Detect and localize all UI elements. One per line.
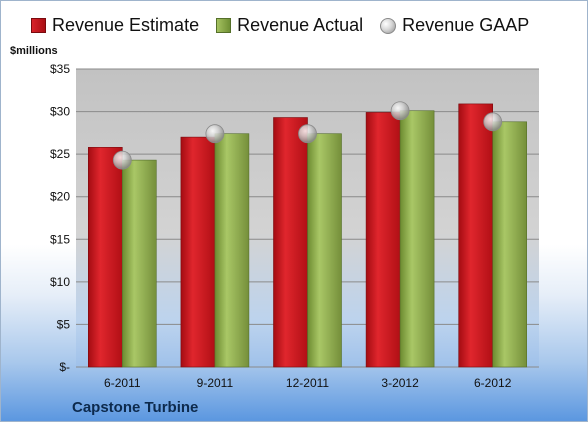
bar-revenue-estimate — [273, 117, 308, 368]
gaap-markers — [112, 101, 503, 170]
bar-revenue-actual — [307, 133, 342, 368]
legend-item-revenue-actual: Revenue Actual — [216, 15, 363, 36]
y-axis-ticks: $- $5 $10 $15 $20 $25 $30 $35 — [50, 62, 70, 374]
legend-swatch-revenue-estimate — [31, 18, 46, 33]
y-tick-label: $15 — [50, 232, 70, 246]
y-axis-unit-label: $millions — [10, 45, 58, 57]
x-tick-label: 3-2012 — [381, 376, 419, 390]
legend-swatch-revenue-actual — [216, 18, 232, 33]
company-name: Capstone Turbine — [72, 399, 199, 416]
chart-legend: Revenue Estimate Revenue Actual Revenue … — [31, 15, 546, 36]
legend-item-revenue-estimate: Revenue Estimate — [31, 15, 199, 36]
bar-revenue-actual — [492, 121, 528, 368]
bar-revenue-estimate — [458, 103, 494, 368]
legend-label-revenue-actual: Revenue Actual — [237, 15, 364, 35]
bar-revenue-estimate — [365, 112, 401, 368]
x-tick-label: 6-2012 — [474, 376, 512, 390]
bar-revenue-estimate — [180, 136, 216, 368]
marker-revenue-gaap — [298, 124, 317, 144]
y-tick-label: $35 — [50, 62, 70, 76]
y-tick-label: $- — [59, 360, 70, 374]
x-tick-label: 9-2011 — [197, 376, 234, 390]
legend-label-revenue-estimate: Revenue Estimate — [52, 15, 200, 35]
marker-revenue-gaap — [390, 101, 410, 121]
marker-revenue-gaap — [205, 124, 225, 144]
legend-label-revenue-gaap: Revenue GAAP — [402, 15, 530, 35]
y-tick-label: $30 — [50, 105, 70, 119]
x-axis-ticks: 6-2011 9-2011 12-2011 3-2012 6-2012 — [104, 376, 512, 390]
bars — [88, 103, 528, 368]
y-tick-label: $10 — [50, 275, 70, 289]
legend-item-revenue-gaap: Revenue GAAP — [380, 15, 529, 36]
marker-revenue-gaap — [112, 150, 132, 170]
bar-revenue-actual — [122, 159, 157, 368]
bar-revenue-actual — [399, 110, 435, 368]
x-tick-label: 12-2011 — [286, 376, 329, 390]
y-tick-label: $25 — [50, 147, 70, 161]
y-tick-label: $5 — [57, 317, 71, 331]
bar-revenue-estimate — [88, 147, 123, 368]
marker-revenue-gaap — [483, 112, 503, 132]
x-tick-label: 6-2011 — [104, 376, 141, 390]
y-tick-label: $20 — [50, 190, 70, 204]
bar-revenue-actual — [214, 133, 250, 368]
legend-swatch-revenue-gaap — [380, 17, 397, 34]
